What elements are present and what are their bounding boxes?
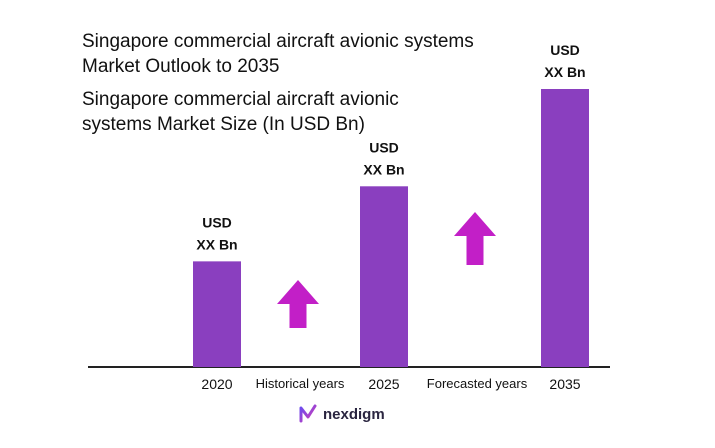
data-label-2025-line-1: USD bbox=[369, 139, 399, 155]
growth-arrow-icon-2 bbox=[454, 212, 496, 265]
chart-subtitle-line-2: systems Market Size (In USD Bn) bbox=[82, 114, 365, 135]
growth-arrow-icon-1 bbox=[277, 280, 319, 328]
data-label-2020-line-2: XX Bn bbox=[196, 236, 237, 252]
x-tick-2035: 2035 bbox=[549, 376, 580, 392]
x-tick-2020: 2020 bbox=[201, 376, 232, 392]
data-label-2035-line-2: XX Bn bbox=[544, 64, 585, 80]
bar-2025 bbox=[360, 186, 408, 367]
bar-2020 bbox=[193, 261, 241, 367]
data-label-2020-line-1: USD bbox=[202, 214, 232, 230]
period-label-2: Forecasted years bbox=[427, 376, 528, 391]
nexdigm-logo-icon bbox=[299, 404, 317, 423]
x-tick-2025: 2025 bbox=[368, 376, 399, 392]
chart-title-line-1: Singapore commercial aircraft avionic sy… bbox=[82, 31, 474, 52]
data-label-2025-line-2: XX Bn bbox=[363, 161, 404, 177]
brand-name: nexdigm bbox=[323, 405, 385, 423]
chart-subtitle-line-1: Singapore commercial aircraft avionic bbox=[82, 89, 399, 110]
bar-2035 bbox=[541, 89, 589, 367]
brand-logo: nexdigm bbox=[297, 402, 385, 426]
chart-title-line-2: Market Outlook to 2035 bbox=[82, 56, 280, 77]
data-label-2035-line-1: USD bbox=[550, 42, 580, 58]
period-label-1: Historical years bbox=[256, 376, 345, 391]
